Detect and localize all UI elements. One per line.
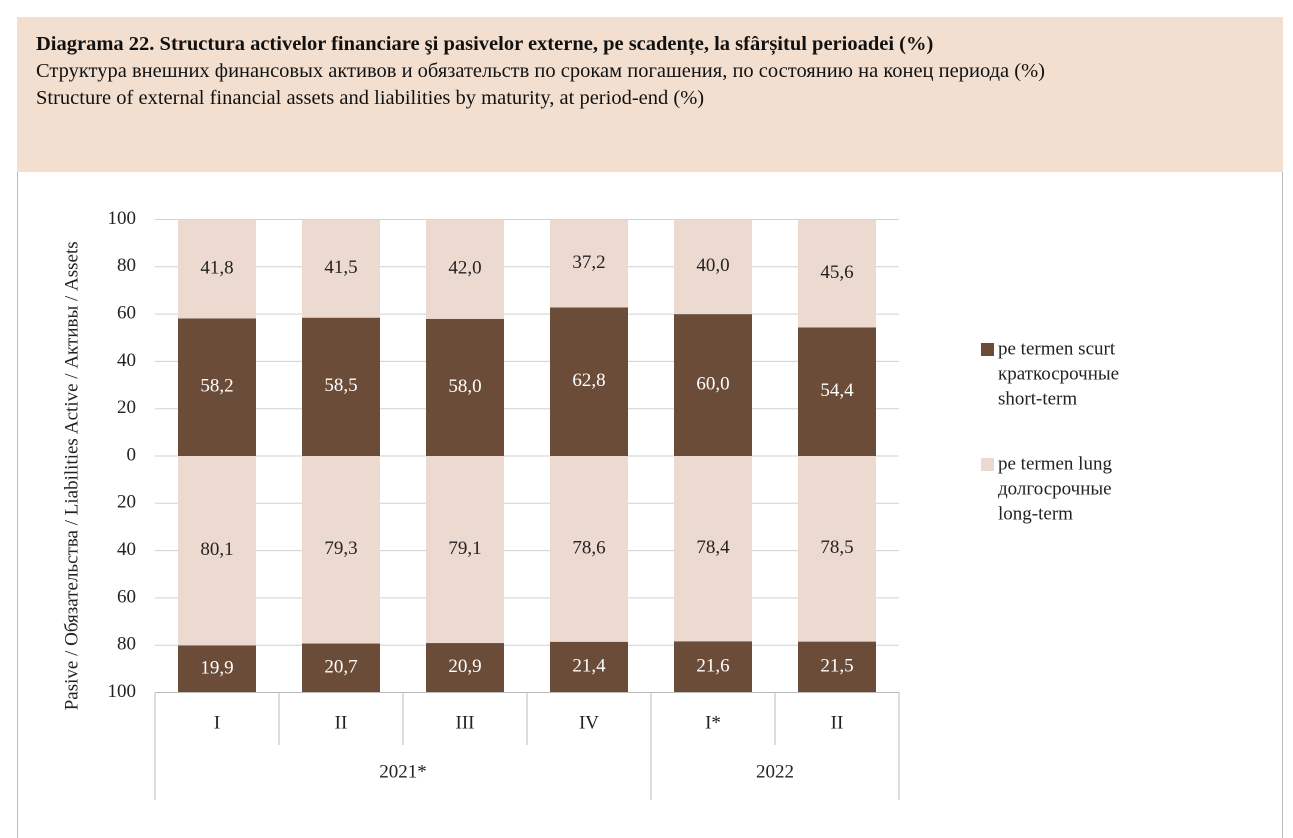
legend-label: pe termen lung [998,453,1112,474]
legend-label: short-term [998,388,1077,409]
bar-segment [426,219,504,319]
bar-segment [426,456,504,644]
bar-segment [302,219,380,318]
chart-title: Diagrama 22. Structura activelor financi… [36,33,934,55]
x-tick-label: III [456,712,475,733]
bar-segment [798,219,876,328]
chart-subtitle: Структура внешних финансовых активов и о… [36,60,1045,82]
y-axis-title: Pasive / Обязательства / Liabilities [61,438,82,710]
y-axis-title: Active / Активы / Assets [61,241,82,434]
value-label: 80,1 [200,539,233,560]
value-label: 21,5 [820,655,853,676]
value-label: 45,6 [820,262,853,283]
bar-segment [798,327,876,456]
x-tick-label: IV [579,712,599,733]
legend-label: краткосрочные [998,363,1119,384]
y-tick-label: 80 [117,255,136,276]
value-label: 20,9 [448,656,481,677]
y-tick-label: 40 [117,350,136,371]
value-label: 41,8 [200,257,233,278]
bar-segment [798,641,876,693]
value-label: 78,5 [820,537,853,558]
value-label: 78,6 [572,537,605,558]
legend-label: long-term [998,503,1073,524]
value-label: 40,0 [696,255,729,276]
y-tick-label: 20 [117,397,136,418]
legend-label: долгосрочные [998,478,1112,499]
x-tick-label: II [831,712,844,733]
bar-segment [674,641,752,693]
value-label: 79,1 [448,538,481,559]
legend-swatch [981,343,994,356]
bar-segment [178,318,256,456]
y-tick-label: 80 [117,634,136,655]
value-label: 21,4 [572,656,606,677]
value-label: 62,8 [572,370,605,391]
bar-segment [178,456,256,646]
value-label: 58,0 [448,376,481,397]
y-tick-label: 60 [117,302,136,323]
y-tick-label: 20 [117,492,136,513]
bar-segment [798,456,876,642]
legend-label: pe termen scurt [998,338,1116,359]
value-label: 19,9 [200,657,233,678]
bar-segment [426,643,504,693]
value-label: 58,2 [200,376,233,397]
bar-segment [550,219,628,308]
x-tick-label: I [214,712,220,733]
bar-segment [178,645,256,693]
value-label: 79,3 [324,538,357,559]
group-label: 2022 [756,761,794,782]
value-label: 21,6 [696,655,729,676]
y-tick-label: 100 [108,681,137,702]
bar-segment [674,219,752,315]
bar-segment [674,456,752,642]
group-label: 2021* [379,761,427,782]
bar-segment [550,307,628,456]
bar-segment [302,643,380,693]
value-label: 60,0 [696,373,729,394]
bar-segment [302,317,380,456]
bar-segment [426,318,504,456]
value-label: 41,5 [324,257,357,278]
value-label: 42,0 [448,258,481,279]
value-label: 58,5 [324,375,357,396]
y-tick-label: 100 [108,208,137,229]
bar-segment [178,219,256,319]
value-label: 78,4 [696,537,730,558]
x-tick-label: I* [705,712,721,733]
bar-segment [550,641,628,693]
x-tick-label: II [335,712,348,733]
chart-subtitle: Structure of external financial assets a… [36,87,705,109]
bar-segment [550,456,628,642]
y-tick-label: 40 [117,539,136,560]
value-label: 54,4 [820,380,854,401]
y-tick-label: 0 [127,444,137,465]
bar-segment [302,456,380,644]
value-label: 20,7 [324,656,357,677]
y-tick-label: 60 [117,586,136,607]
legend-swatch [981,458,994,471]
bar-segment [674,314,752,456]
value-label: 37,2 [572,252,605,273]
header-box: Diagrama 22. Structura activelor financi… [17,17,1283,172]
